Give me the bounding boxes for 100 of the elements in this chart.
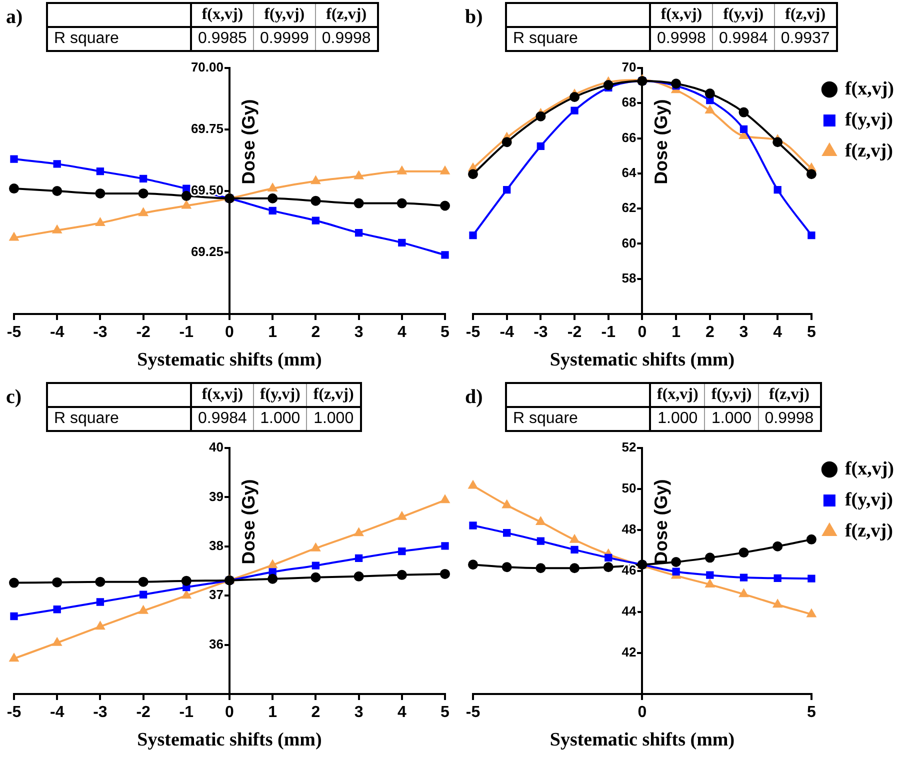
y-tick-label: 62 — [622, 200, 636, 216]
x-tick-label: 1 — [672, 324, 681, 342]
y-tick-label: 40 — [209, 440, 224, 455]
y-tick-label: 48 — [622, 522, 636, 537]
y-axis-title: Dose (Gy) — [238, 479, 258, 564]
y-tick-label: 64 — [622, 165, 637, 180]
text: 0.9998 — [650, 27, 712, 51]
y-tick-label: 60 — [622, 235, 636, 250]
x-tick-label: 4 — [397, 324, 406, 342]
x-tick-label: 3 — [354, 324, 364, 342]
x-tick-label: -1 — [179, 324, 194, 342]
text: 0.9937 — [774, 27, 837, 51]
x-tick-label: -2 — [136, 704, 151, 722]
y-tick-label: 38 — [209, 538, 224, 553]
x-tick-label: -5 — [466, 324, 480, 342]
x-tick-label: 4 — [397, 704, 406, 722]
y-tick-label: 69.75 — [190, 121, 224, 136]
x-tick-label: 1 — [268, 324, 278, 342]
x-tick-label: 2 — [311, 324, 320, 342]
x-tick-label: 5 — [440, 324, 450, 342]
legend-label: f(y,vj) — [844, 489, 893, 510]
y-tick-label: 37 — [209, 587, 224, 602]
text: f(x,vj) — [191, 383, 254, 407]
x-tick-label: 0 — [225, 704, 234, 722]
y-axis-title: Dose (Gy) — [238, 99, 258, 184]
x-tick-label: -3 — [93, 324, 108, 342]
x-tick-label: 4 — [773, 324, 782, 342]
text: f(z,vj) — [315, 3, 378, 27]
legend-label: f(x,vj) — [844, 458, 894, 480]
text: 0.9984 — [191, 407, 254, 431]
text: 1.000 — [306, 407, 361, 431]
text: 0.9998 — [315, 27, 378, 51]
text: 1.000 — [704, 407, 758, 431]
x-tick-label: -5 — [466, 704, 480, 722]
x-axis-title: Systematic shifts (mm) — [137, 350, 322, 371]
legend-label: f(x,vj) — [844, 78, 894, 100]
x-tick-label: -5 — [6, 324, 22, 342]
x-tick-label: 1 — [268, 704, 278, 722]
text: R square — [47, 27, 191, 51]
x-axis-title: Systematic shifts (mm) — [137, 730, 322, 751]
text: 1.000 — [650, 407, 705, 431]
x-tick-label: 0 — [638, 704, 647, 722]
chart-title: b) — [465, 6, 483, 29]
x-tick-label: -5 — [6, 704, 22, 722]
chart-title: d) — [465, 386, 483, 409]
x-tick-label: 0 — [225, 324, 234, 342]
text: 1.000 — [253, 407, 307, 431]
x-axis-title: Systematic shifts (mm) — [550, 730, 735, 751]
x-tick-label: -4 — [50, 324, 64, 342]
y-tick-label: 58 — [622, 270, 636, 286]
y-tick-label: 50 — [622, 480, 636, 496]
x-tick-label: -2 — [567, 324, 582, 342]
y-tick-label: 52 — [622, 440, 636, 455]
x-tick-label: -1 — [179, 704, 194, 722]
text: f(z,vj) — [758, 383, 821, 407]
y-tick-label: 42 — [622, 644, 636, 660]
x-tick-label: -4 — [50, 704, 64, 722]
legend-label: f(z,vj) — [844, 520, 893, 542]
x-tick-label: -3 — [534, 324, 548, 342]
text: R square — [47, 407, 191, 431]
legend-label: f(y,vj) — [844, 109, 893, 130]
x-tick-label: 5 — [806, 324, 816, 342]
x-tick-label: -4 — [500, 324, 514, 342]
chart-title: a) — [6, 6, 23, 29]
text: f(x,vj) — [650, 3, 712, 27]
y-tick-label: 70 — [622, 60, 636, 75]
x-axis-title: Systematic shifts (mm) — [550, 350, 735, 371]
y-tick-label: 70.00 — [190, 60, 224, 75]
x-tick-label: 2 — [311, 704, 320, 722]
x-tick-label: 0 — [638, 324, 647, 342]
chart-title: c) — [6, 386, 22, 409]
text: 0.9984 — [712, 27, 774, 51]
text: 0.9999 — [253, 27, 316, 51]
x-tick-label: 3 — [739, 324, 748, 342]
x-tick-label: 5 — [806, 704, 816, 722]
y-tick-label: 46 — [622, 562, 636, 578]
text: f(x,vj) — [650, 383, 705, 407]
x-tick-label: 3 — [354, 704, 364, 722]
y-tick-label: 36 — [209, 636, 224, 652]
x-tick-label: -2 — [136, 324, 151, 342]
legend-label: f(z,vj) — [844, 140, 893, 162]
y-tick-label: 69.25 — [190, 244, 224, 260]
text: f(y,vj) — [253, 383, 307, 407]
y-axis-title: Dose (Gy) — [651, 479, 672, 564]
x-tick-label: -3 — [93, 704, 108, 722]
y-tick-label: 39 — [209, 488, 224, 504]
text: f(y,vj) — [712, 3, 774, 27]
y-tick-label: 44 — [622, 604, 637, 619]
text: f(z,vj) — [306, 383, 361, 407]
text: f(x,vj) — [191, 3, 254, 27]
text: f(z,vj) — [774, 3, 837, 27]
y-tick-label: 66 — [622, 130, 636, 145]
text: 0.9998 — [758, 407, 821, 431]
text: R square — [506, 407, 650, 431]
y-tick-label: 68 — [622, 94, 636, 110]
x-tick-label: -1 — [601, 324, 616, 342]
text: 0.9985 — [191, 27, 254, 51]
text: R square — [506, 27, 650, 51]
x-tick-label: 5 — [440, 704, 450, 722]
text: f(y,vj) — [253, 3, 316, 27]
